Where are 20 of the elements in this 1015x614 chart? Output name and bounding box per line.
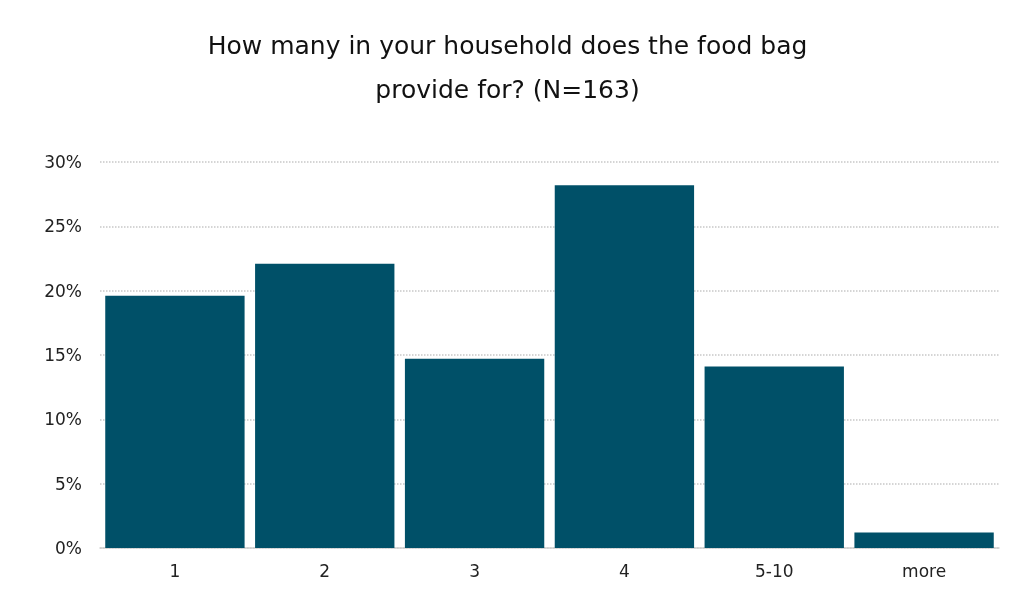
- bar: [704, 366, 844, 548]
- x-tick-label: 5-10: [754, 560, 794, 581]
- bar: [105, 295, 245, 548]
- x-tick-label: more: [902, 560, 947, 581]
- x-tick-label: 4: [619, 560, 630, 581]
- x-tick-label: 2: [319, 560, 331, 581]
- x-tick-label: 3: [469, 560, 480, 581]
- y-tick-label: 30%: [44, 152, 82, 172]
- bar: [255, 263, 395, 548]
- y-tick-label: 20%: [44, 280, 82, 301]
- y-tick-label: 10%: [44, 409, 82, 430]
- y-tick-label: 5%: [55, 473, 82, 494]
- bar: [404, 358, 545, 548]
- x-tick-label: 1: [169, 560, 181, 581]
- y-tick-label: 0%: [55, 538, 82, 558]
- y-tick-label: 15%: [44, 345, 82, 365]
- bar: [554, 185, 695, 548]
- bar: [854, 532, 994, 548]
- y-tick-label: 25%: [44, 216, 82, 237]
- chart-title: How many in your household does the food bag provide for? (N=163): [207, 30, 808, 104]
